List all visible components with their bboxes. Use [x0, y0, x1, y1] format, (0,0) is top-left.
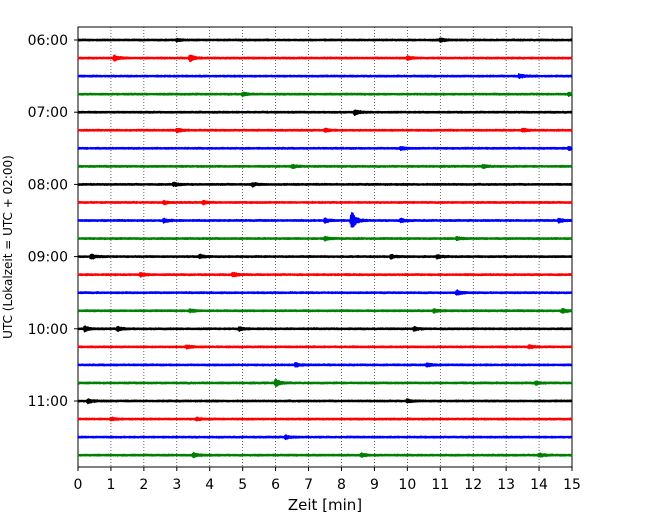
x-axis: 0 1 2 3 4 5 6 7 8 9 10 11 12 13 14 15: [74, 467, 581, 493]
x-tick-label-4: 4: [205, 477, 214, 493]
plot-frame: [77, 26, 573, 468]
trace-row-1045: [77, 378, 573, 387]
x-axis-label: Zeit [min]: [288, 496, 362, 514]
y-tick-label-2: 08:00: [28, 177, 68, 193]
x-tick-label-3: 3: [172, 477, 181, 493]
trace-row-1145: [77, 451, 573, 459]
trace-row-1115: [77, 416, 573, 422]
y-axis: 06:00 07:00 08:00 09:00 10:00 11:00: [28, 33, 78, 410]
x-tick-label-2: 2: [139, 477, 148, 493]
seismogram-traces: [77, 37, 573, 459]
x-tick-label-9: 9: [370, 477, 379, 493]
x-tick-label-1: 1: [106, 477, 115, 493]
trace-row-0915: [77, 271, 573, 278]
y-tick-label-1: 07:00: [28, 105, 68, 121]
trace-row-0630: [77, 73, 573, 80]
trace-row-0700: [77, 109, 573, 117]
x-tick-label-11: 11: [431, 477, 449, 493]
x-tick-label-0: 0: [74, 477, 83, 493]
trace-row-0845: [77, 235, 573, 242]
y-tick-label-0: 06:00: [28, 33, 68, 49]
y-axis-label: UTC (Lokalzeit = UTC + 02:00): [1, 155, 15, 339]
x-tick-label-8: 8: [337, 477, 346, 493]
vertical-gridlines: [110, 27, 540, 467]
x-tick-label-14: 14: [530, 477, 548, 493]
y-tick-label-5: 11:00: [28, 394, 68, 410]
trace-row-0600: [77, 37, 573, 43]
trace-row-0815: [77, 199, 573, 206]
x-tick-label-7: 7: [304, 477, 313, 493]
plot-area: [77, 26, 573, 468]
trace-row-0930: [77, 289, 573, 296]
x-tick-label-5: 5: [238, 477, 247, 493]
trace-row-0730: [77, 145, 573, 152]
trace-row-0715: [77, 127, 573, 134]
x-tick-label-13: 13: [497, 477, 515, 493]
trace-row-1015: [77, 344, 573, 350]
trace-row-1000: [77, 325, 573, 333]
trace-row-0615: [77, 54, 573, 63]
x-tick-label-10: 10: [398, 477, 416, 493]
trace-row-0945: [77, 307, 573, 314]
x-tick-label-15: 15: [563, 477, 581, 493]
x-tick-label-12: 12: [464, 477, 482, 493]
trace-row-0900: [77, 253, 573, 260]
trace-row-1100: [77, 398, 573, 405]
y-tick-label-3: 09:00: [28, 250, 68, 266]
trace-row-0830: [77, 211, 573, 228]
trace-row-1030: [77, 362, 573, 368]
trace-row-1130: [77, 434, 573, 441]
y-tick-label-4: 10:00: [28, 322, 68, 338]
trace-row-0745: [77, 163, 573, 170]
trace-row-0645: [77, 91, 573, 98]
x-tick-label-6: 6: [271, 477, 280, 493]
trace-row-0800: [77, 181, 573, 188]
